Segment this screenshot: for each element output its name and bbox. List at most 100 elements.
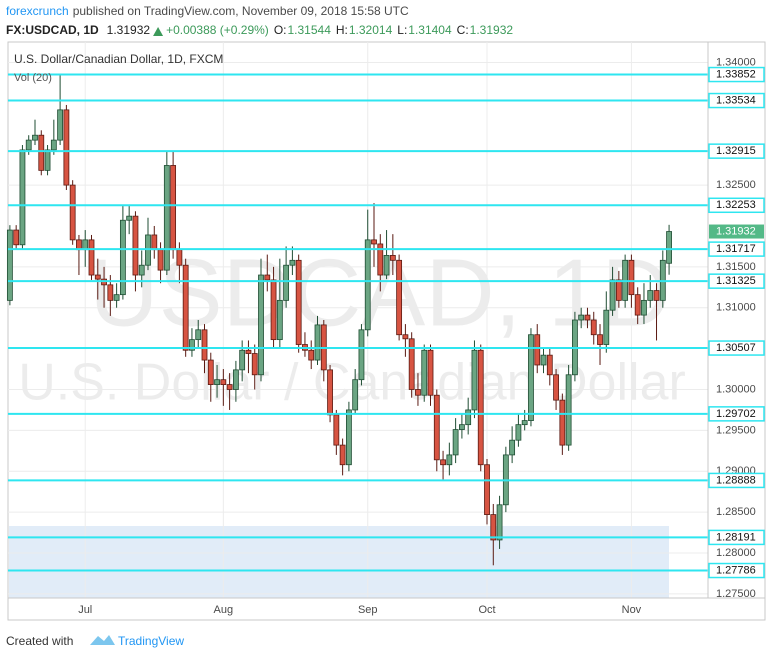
level-label: 1.31717	[716, 243, 756, 255]
candle-body	[490, 514, 497, 541]
candle-body	[220, 379, 227, 385]
candle-body	[433, 394, 440, 461]
ohlc-value: 1.31544	[287, 23, 331, 37]
candle-body	[415, 389, 421, 396]
y-tick-label: 1.27500	[716, 588, 756, 600]
level-label: 1.33852	[716, 68, 756, 80]
candle-body	[283, 264, 290, 301]
candle-body	[653, 290, 660, 301]
level-label: 1.31325	[716, 275, 756, 287]
level-label: 1.32915	[716, 145, 756, 157]
level-label-box	[708, 529, 765, 546]
ohlc-label: H:	[336, 23, 348, 37]
candle-body	[6, 229, 13, 301]
y-tick-label: 1.28000	[716, 547, 756, 559]
candle-body	[226, 384, 233, 390]
candle-body	[107, 284, 114, 301]
candle-body	[364, 239, 371, 331]
ohlc-label: O:	[274, 23, 287, 37]
x-tick-label: Oct	[478, 604, 495, 616]
candle-body	[258, 274, 264, 376]
candle-body	[559, 399, 566, 446]
up-arrow	[153, 27, 164, 36]
candle-body	[358, 329, 365, 381]
candle-body	[597, 334, 603, 345]
level-label-box	[708, 197, 765, 214]
tv-logo	[90, 635, 115, 645]
ohlc-label: C:	[457, 23, 469, 37]
candle-body	[308, 349, 315, 361]
candle-body	[207, 359, 214, 385]
candle-body	[214, 379, 220, 385]
author[interactable]: forexcrunch	[6, 4, 69, 18]
candle-body	[565, 374, 572, 446]
indicator-label: Vol (20)	[14, 72, 52, 84]
candle-body	[176, 249, 183, 266]
candle-body	[113, 294, 120, 301]
y-tick-label: 1.31000	[716, 302, 756, 314]
last-price: 1.31932	[107, 23, 151, 37]
candle-body	[553, 374, 559, 401]
price-labels: 1.33852 1.33534 1.32915 1.32253 1.31717 1.313…	[708, 66, 765, 579]
candle-body	[634, 294, 641, 316]
candle-body	[440, 459, 446, 466]
y-tick-label: 1.28500	[716, 506, 756, 518]
candle-body	[163, 165, 170, 271]
x-tick-label: Sep	[358, 604, 378, 616]
level-label-box	[708, 92, 765, 109]
x-tick-label: Nov	[622, 604, 642, 616]
symbol-bar: FX:USDCAD, 1D 1.31932 +0.00388 (+0.29%) O:1…	[6, 23, 513, 37]
candle-body	[13, 229, 20, 246]
x-tick-label: Jul	[78, 604, 92, 616]
candle-body	[69, 184, 76, 241]
candle-body	[615, 279, 622, 301]
footer-brand[interactable]: TradingView	[118, 634, 184, 648]
candle-body	[119, 219, 126, 296]
level-label-box	[708, 66, 765, 83]
ohlc-value: 1.31404	[408, 23, 452, 37]
candle-body	[289, 259, 296, 266]
candle-body	[352, 379, 359, 411]
chart-title: U.S. Dollar/Canadian Dollar, 1D, FXCM	[14, 52, 223, 66]
candle-body	[25, 139, 32, 151]
watermark: U.S. Dollar / Canadian Dollar	[18, 354, 686, 412]
candle-body	[88, 239, 95, 276]
publish-text: published on TradingView.com, November 0…	[73, 4, 409, 18]
candle-body	[276, 299, 283, 341]
candle-body	[471, 349, 478, 411]
level-label-box	[708, 472, 765, 489]
y-tick-label: 1.34000	[716, 56, 756, 68]
ohlc-value: 1.32014	[349, 23, 393, 37]
candle-body	[578, 314, 585, 321]
candle-body	[132, 215, 139, 276]
candle-body	[628, 259, 635, 296]
candle-body	[609, 279, 616, 311]
candle-body	[408, 338, 415, 390]
level-label: 1.29702	[716, 408, 756, 420]
y-tick-label: 1.29500	[716, 424, 756, 436]
symbol: FX:USDCAD, 1D	[6, 23, 99, 37]
candle-body	[170, 165, 177, 251]
candle-body	[345, 409, 352, 466]
candle-body	[590, 319, 597, 336]
symbol-line: FX:USDCAD, 1D 1.31932 +0.00388 (+0.29%) O:1…	[6, 23, 513, 37]
candle-body	[57, 109, 64, 141]
candle-body	[452, 429, 459, 456]
candle-body	[389, 255, 396, 261]
change: +0.00388 (+0.29%)	[166, 23, 269, 37]
candle-body	[32, 134, 38, 141]
candle-body	[641, 299, 647, 316]
y-tick-label: 1.30000	[716, 383, 756, 395]
candle-body	[421, 349, 428, 396]
candle-body	[477, 349, 484, 466]
candle-body	[396, 259, 403, 336]
candle-body	[182, 264, 189, 351]
candle-body	[427, 349, 434, 396]
candle-body	[515, 424, 522, 441]
candle-body	[465, 409, 472, 426]
candle-body	[459, 424, 465, 430]
candle-body	[446, 454, 453, 466]
publish-line: forexcrunch published on TradingView.com,…	[6, 4, 409, 18]
level-label: 1.32253	[716, 199, 756, 211]
